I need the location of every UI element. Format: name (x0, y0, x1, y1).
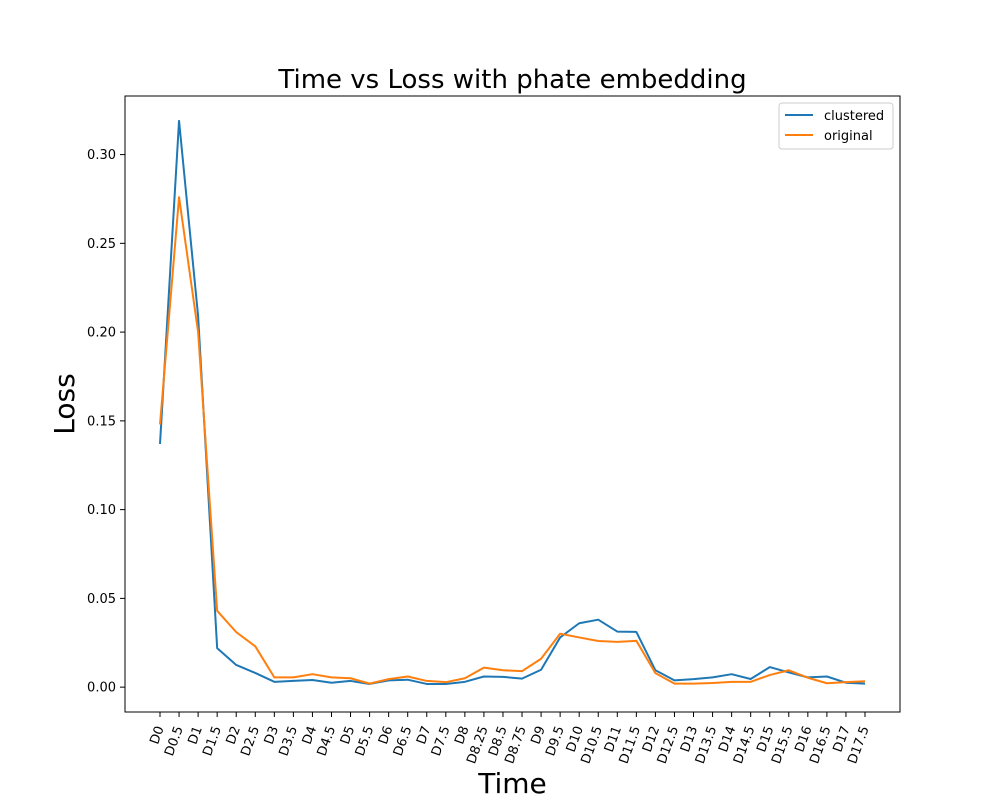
x-tick-label: D0 (147, 724, 167, 746)
y-tick-label: 0.00 (87, 681, 116, 696)
chart-title: Time vs Loss with phate embedding (277, 65, 746, 95)
x-tick-label: D2 (224, 724, 244, 746)
y-tick-label: 0.25 (87, 237, 116, 252)
plot-area (124, 95, 901, 713)
x-tick-label: D6 (376, 724, 396, 746)
legend-label-clustered: clustered (824, 109, 884, 124)
legend-label-original: original (824, 129, 873, 144)
x-tick-label: D1 (186, 724, 206, 746)
x-tick-label: D7 (414, 724, 434, 746)
y-tick-label: 0.20 (87, 326, 116, 341)
y-tick-label: 0.15 (87, 414, 116, 429)
x-tick-label: D4 (300, 724, 320, 746)
series-line-clustered (159, 119, 866, 685)
series-line-original (159, 196, 866, 685)
x-axis-label: Time (477, 767, 547, 800)
x-tick-label: D3 (262, 724, 282, 746)
y-tick-label: 0.05 (87, 592, 116, 607)
y-tick-label: 0.30 (87, 148, 116, 163)
x-tick-label: D5 (338, 724, 358, 746)
x-tick-label: D9 (528, 724, 548, 746)
x-tick-label: D8 (452, 724, 472, 746)
y-tick-label: 0.10 (87, 503, 116, 518)
series-layer (159, 119, 866, 685)
legend: clustered original (778, 102, 894, 150)
y-axis: 0.00 0.05 0.10 0.15 0.20 0.25 0.30 (87, 148, 125, 696)
y-axis-label: Loss (48, 373, 81, 434)
